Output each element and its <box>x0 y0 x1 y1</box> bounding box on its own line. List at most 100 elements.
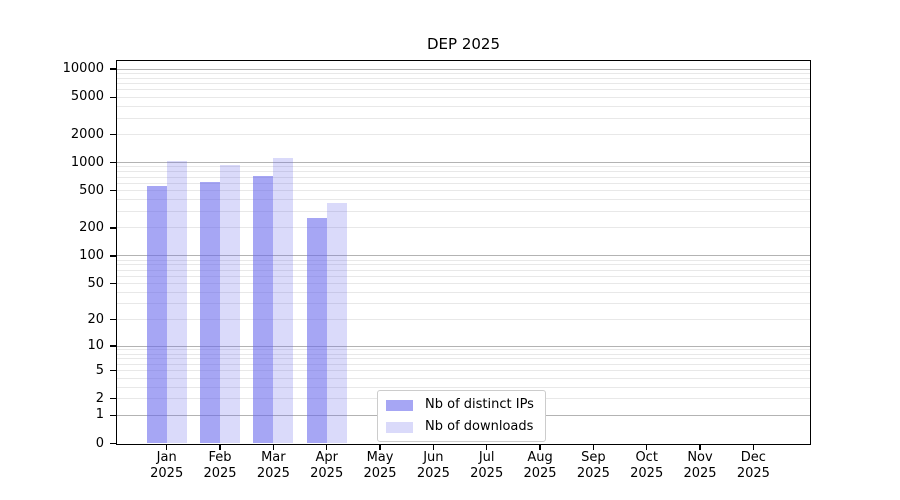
y-tick-mark-2 <box>110 398 117 400</box>
x-tick-month-apr: Apr <box>315 450 338 465</box>
x-tick-mark-jun <box>432 444 434 450</box>
gridline-40 <box>117 292 810 294</box>
gridline-800 <box>117 171 810 173</box>
x-tick-mark-may <box>379 444 381 450</box>
gridline-9000 <box>117 72 810 74</box>
x-tick-year-mar: 2025 <box>256 465 290 481</box>
x-tick-month-mar: Mar <box>261 450 286 465</box>
gridline-1000 <box>117 162 810 164</box>
legend-label-distinct-ips: Nb of distinct IPs <box>425 397 534 412</box>
x-tick-month-jul: Jul <box>478 450 495 465</box>
x-tick-month-sep: Sep <box>581 450 606 465</box>
gridline-500 <box>117 190 810 192</box>
gridline-20 <box>117 319 810 321</box>
bar-ips-apr <box>306 217 327 444</box>
y-tick-label-50: 50 <box>87 275 104 291</box>
legend-item-distinct-ips: Nb of distinct IPs <box>386 398 534 412</box>
bar-downloads-mar <box>273 158 294 444</box>
y-tick-mark-100 <box>110 255 117 257</box>
y-tick-label-200: 200 <box>79 219 104 235</box>
x-tick-mark-sep <box>592 444 594 450</box>
y-tick-label-20: 20 <box>87 311 104 327</box>
x-tick-mark-feb <box>219 444 221 450</box>
x-tick-label-dec: Dec 2025 <box>708 450 798 481</box>
y-tick-mark-0 <box>110 442 117 445</box>
gridline-5000 <box>117 96 810 98</box>
gridline-90 <box>117 259 810 261</box>
gridline-7000 <box>117 83 810 85</box>
x-tick-year-feb: 2025 <box>203 465 237 481</box>
bar-ips-jan <box>146 186 167 444</box>
gridline-30 <box>117 303 810 305</box>
gridline-9 <box>117 349 810 351</box>
gridline-8000 <box>117 77 810 79</box>
x-tick-mark-mar <box>272 444 274 450</box>
y-tick-label-5000: 5000 <box>70 89 104 105</box>
gridline-7 <box>117 358 810 360</box>
gridline-3000 <box>117 117 810 119</box>
y-tick-label-0: 0 <box>95 435 104 451</box>
y-tick-label-2000: 2000 <box>70 126 104 142</box>
x-tick-year-dec: 2025 <box>736 465 770 481</box>
gridline-900 <box>117 166 810 168</box>
y-tick-mark-1000 <box>110 162 117 164</box>
gridline-4 <box>117 377 810 379</box>
x-tick-month-jun: Jun <box>423 450 444 465</box>
y-tick-label-5: 5 <box>95 362 104 378</box>
x-tick-label-nov: Nov 2025 <box>655 450 745 481</box>
gridline-8 <box>117 353 810 355</box>
y-tick-mark-5000 <box>110 96 117 98</box>
x-tick-mark-jul <box>486 444 488 450</box>
bar-downloads-apr <box>326 202 347 444</box>
y-tick-mark-5 <box>110 370 117 372</box>
legend-item-downloads: Nb of downloads <box>386 420 534 434</box>
x-tick-year-aug: 2025 <box>523 465 557 481</box>
legend-swatch-distinct-ips-icon <box>386 399 413 411</box>
x-tick-label-apr: Apr 2025 <box>282 450 372 481</box>
gridline-80 <box>117 264 810 266</box>
y-tick-mark-10000 <box>110 68 117 70</box>
x-tick-mark-aug <box>539 444 541 450</box>
x-tick-label-jun: Jun 2025 <box>388 450 478 481</box>
x-tick-label-aug: Aug 2025 <box>495 450 585 481</box>
y-tick-label-10: 10 <box>87 338 104 354</box>
x-tick-label-oct: Oct 2025 <box>602 450 692 481</box>
x-tick-year-nov: 2025 <box>683 465 717 481</box>
y-tick-mark-500 <box>110 190 117 192</box>
x-tick-label-jan: Jan 2025 <box>122 450 212 481</box>
x-tick-mark-apr <box>326 444 328 450</box>
gridline-2000 <box>117 134 810 135</box>
legend-label-downloads: Nb of downloads <box>425 419 534 434</box>
gridline-700 <box>117 176 810 178</box>
chart-title: DEP 2025 <box>426 35 500 53</box>
y-tick-label-1000: 1000 <box>70 154 104 170</box>
y-tick-mark-20 <box>110 319 117 321</box>
x-tick-month-aug: Aug <box>527 450 553 465</box>
x-tick-label-may: May 2025 <box>335 450 425 481</box>
bar-downloads-feb <box>220 164 241 444</box>
bar-ips-feb <box>200 181 221 444</box>
gridline-50 <box>117 283 810 285</box>
x-tick-year-jan: 2025 <box>150 465 184 481</box>
y-tick-label-100: 100 <box>79 247 104 263</box>
x-tick-year-oct: 2025 <box>630 465 664 481</box>
gridline-60 <box>117 275 810 277</box>
x-tick-label-sep: Sep 2025 <box>548 450 638 481</box>
x-tick-mark-jan <box>166 444 168 450</box>
x-tick-year-jun: 2025 <box>416 465 450 481</box>
gridline-400 <box>117 199 810 201</box>
gridline-70 <box>117 269 810 271</box>
x-tick-month-feb: Feb <box>208 450 232 465</box>
bar-downloads-jan <box>166 161 187 444</box>
gridline-5 <box>117 370 810 372</box>
gridline-100 <box>117 255 810 257</box>
x-tick-year-apr: 2025 <box>310 465 344 481</box>
gridline-6 <box>117 363 810 365</box>
gridline-10 <box>117 345 810 347</box>
x-tick-month-nov: Nov <box>687 450 713 465</box>
x-tick-mark-nov <box>699 444 701 450</box>
x-tick-month-may: May <box>366 450 394 465</box>
x-tick-month-oct: Oct <box>635 450 658 465</box>
gridline-300 <box>117 211 810 212</box>
x-tick-label-mar: Mar 2025 <box>228 450 318 481</box>
